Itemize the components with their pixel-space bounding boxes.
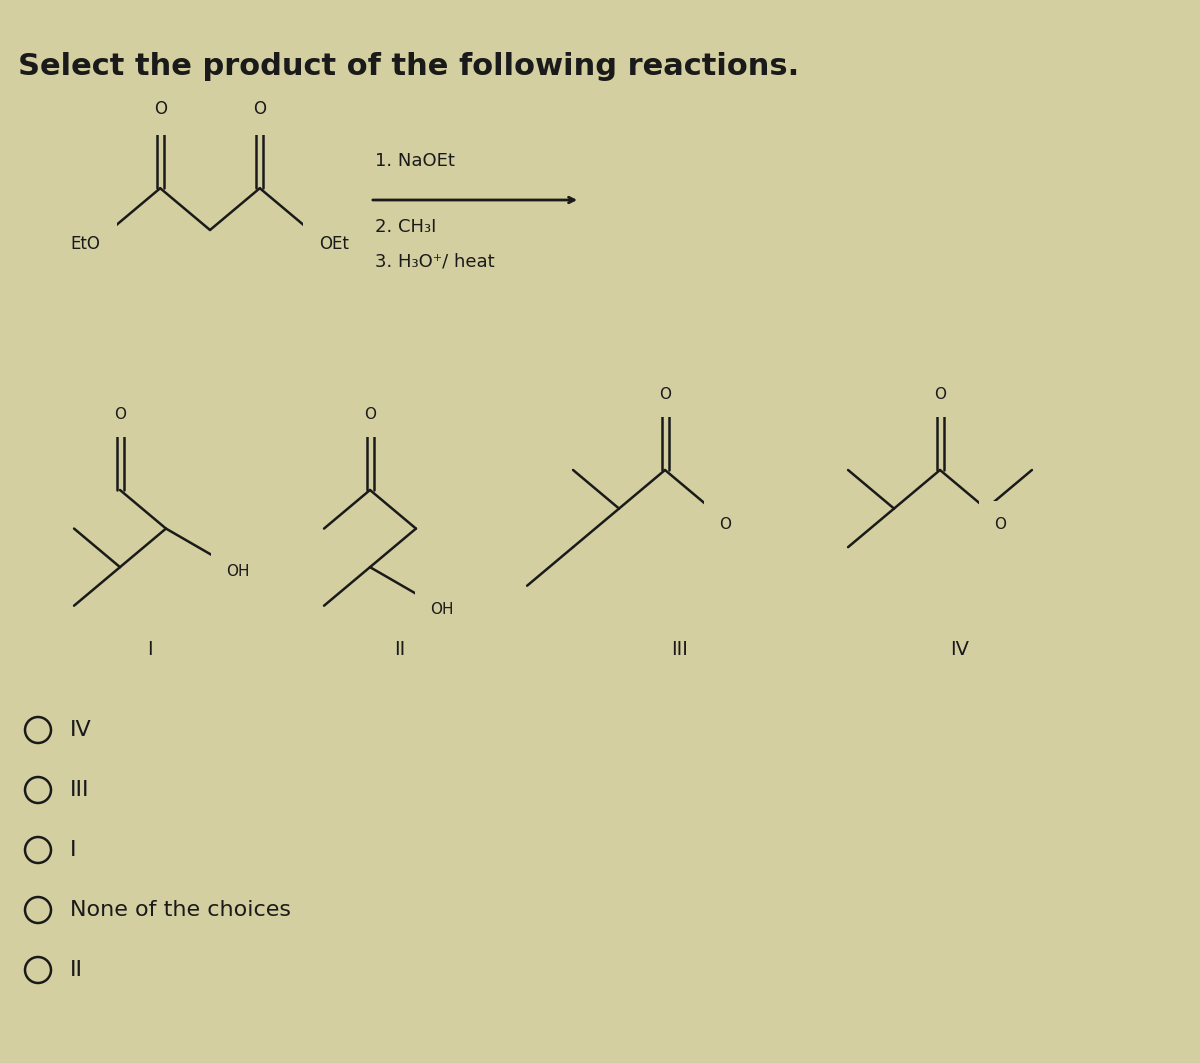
Text: O: O — [719, 517, 731, 532]
Text: O: O — [934, 387, 946, 402]
Text: II: II — [395, 640, 406, 659]
Text: O: O — [114, 407, 126, 422]
Text: OH: OH — [430, 602, 454, 618]
Text: O: O — [154, 100, 167, 118]
Text: OEt: OEt — [319, 235, 349, 253]
Text: 2. CH₃I: 2. CH₃I — [374, 218, 437, 236]
Text: O: O — [659, 387, 671, 402]
Text: 3. H₃O⁺/ heat: 3. H₃O⁺/ heat — [374, 252, 494, 270]
Text: I: I — [148, 640, 152, 659]
Text: IV: IV — [950, 640, 970, 659]
Text: IV: IV — [70, 720, 91, 740]
Text: O: O — [364, 407, 376, 422]
Text: OH: OH — [226, 563, 250, 578]
Text: II: II — [70, 960, 83, 980]
Text: Select the product of the following reactions.: Select the product of the following reac… — [18, 52, 799, 81]
Text: EtO: EtO — [71, 235, 101, 253]
Text: O: O — [994, 517, 1006, 532]
Text: None of the choices: None of the choices — [70, 900, 292, 919]
Text: I: I — [70, 840, 77, 860]
Text: O: O — [253, 100, 266, 118]
Text: 1. NaOEt: 1. NaOEt — [374, 152, 455, 170]
Text: III: III — [70, 780, 90, 800]
Text: III: III — [672, 640, 689, 659]
